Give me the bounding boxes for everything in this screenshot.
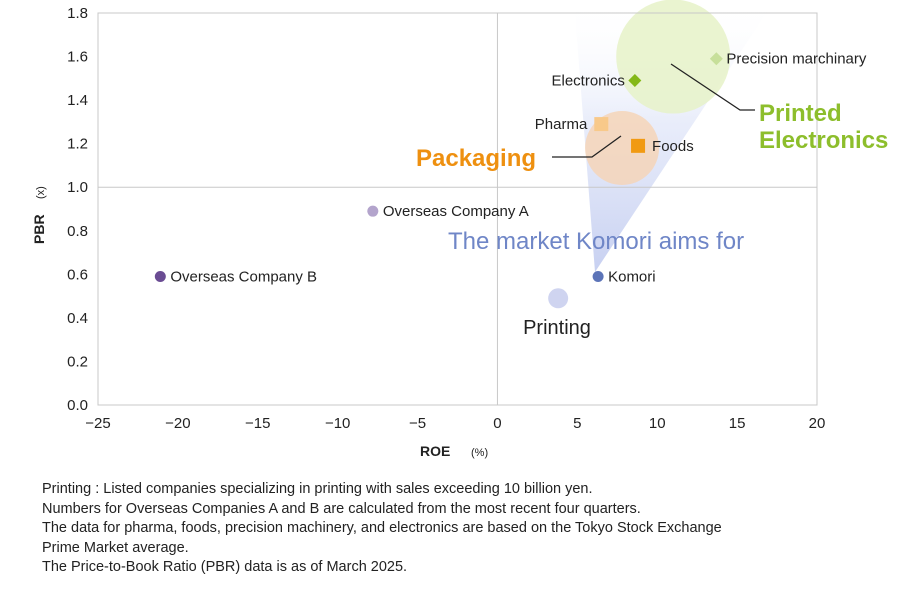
y-tick-label: 0.6 (67, 266, 88, 283)
point-foods (631, 138, 646, 153)
point-komori (592, 271, 604, 283)
point-foods-label: Foods (652, 138, 694, 155)
point-overseas-company-b-label: Overseas Company B (170, 269, 317, 286)
printed-electronics-annotation-line2: Electronics (759, 127, 888, 154)
point-pharma-label: Pharma (535, 116, 588, 133)
y-tick-label: 0.4 (67, 310, 88, 327)
pbr-roe-chart: −25 −20 −15 −10 −5 0 5 10 15 20 0.0 0.2 0.4 0.6 0.8 1.0… (31, 0, 888, 459)
leader-lines (552, 63, 755, 158)
point-pharma (594, 117, 609, 132)
x-tick-label: −5 (409, 415, 426, 432)
x-tick-label: 0 (493, 415, 501, 432)
x-tick-label: −10 (325, 415, 350, 432)
point-overseas-company-b (154, 271, 166, 283)
bubble-printing (548, 288, 569, 309)
sector-bubbles (548, 0, 731, 309)
y-tick-label: 1.4 (67, 92, 88, 109)
footnote: The Price-to-Book Ratio (PBR) data is as… (42, 559, 408, 575)
plot-border (97, 12, 818, 406)
y-tick-label: 1.6 (67, 49, 88, 66)
point-komori-label: Komori (608, 269, 656, 286)
point-overseas-company-a-label: Overseas Company A (383, 203, 529, 220)
y-tick-label: 1.2 (67, 136, 88, 153)
x-tick-label: 20 (809, 415, 826, 432)
x-axis-title: ROE (420, 443, 450, 459)
plot-frame (97, 12, 818, 406)
footnote: Printing : Listed companies specializing… (42, 481, 593, 497)
packaging-annotation: Packaging (416, 145, 536, 172)
y-tick-label: 1.8 (67, 5, 88, 22)
data-points: Overseas Company B Overseas Company A Komo… (154, 51, 867, 286)
y-tick-label: 0.2 (67, 353, 88, 370)
footnotes: Printing : Listed companies specializing… (42, 480, 892, 578)
x-tick-label: 15 (729, 415, 746, 432)
y-axis-unit: (x) (35, 186, 47, 199)
footnote: Numbers for Overseas Companies A and B a… (42, 500, 641, 517)
y-tick-label: 0.8 (67, 223, 88, 240)
y-tick-label: 0.0 (67, 397, 88, 414)
point-precision-marchinary (709, 52, 723, 66)
point-electronics (628, 74, 642, 88)
x-axis-unit: (%) (471, 447, 488, 459)
point-precision-marchinary-label: Precision marchinary (726, 51, 867, 68)
printed-electronics-leader-line (670, 63, 755, 111)
footnote: The data for pharma, foods, precision ma… (42, 520, 722, 536)
target-market-annotation: The market Komori aims for (448, 228, 744, 255)
point-overseas-company-a (367, 205, 379, 217)
axis-ticks: −25 −20 −15 −10 −5 0 5 10 15 20 0.0 0.2 0.4 0.6 0.8 1.0… (67, 5, 825, 432)
footnote: Prime Market average. (42, 539, 189, 556)
printing-annotation: Printing (523, 317, 591, 339)
x-tick-label: −15 (245, 415, 270, 432)
point-electronics-label: Electronics (551, 73, 624, 90)
x-tick-label: 5 (573, 415, 581, 432)
y-axis-title: PBR (31, 214, 47, 244)
x-tick-label: −20 (165, 415, 190, 432)
printed-electronics-annotation-line1: Printed (759, 100, 842, 127)
x-tick-label: 10 (649, 415, 666, 432)
x-tick-label: −25 (85, 415, 110, 432)
y-tick-label: 1.0 (67, 179, 88, 196)
packaging-leader-line (552, 135, 622, 158)
